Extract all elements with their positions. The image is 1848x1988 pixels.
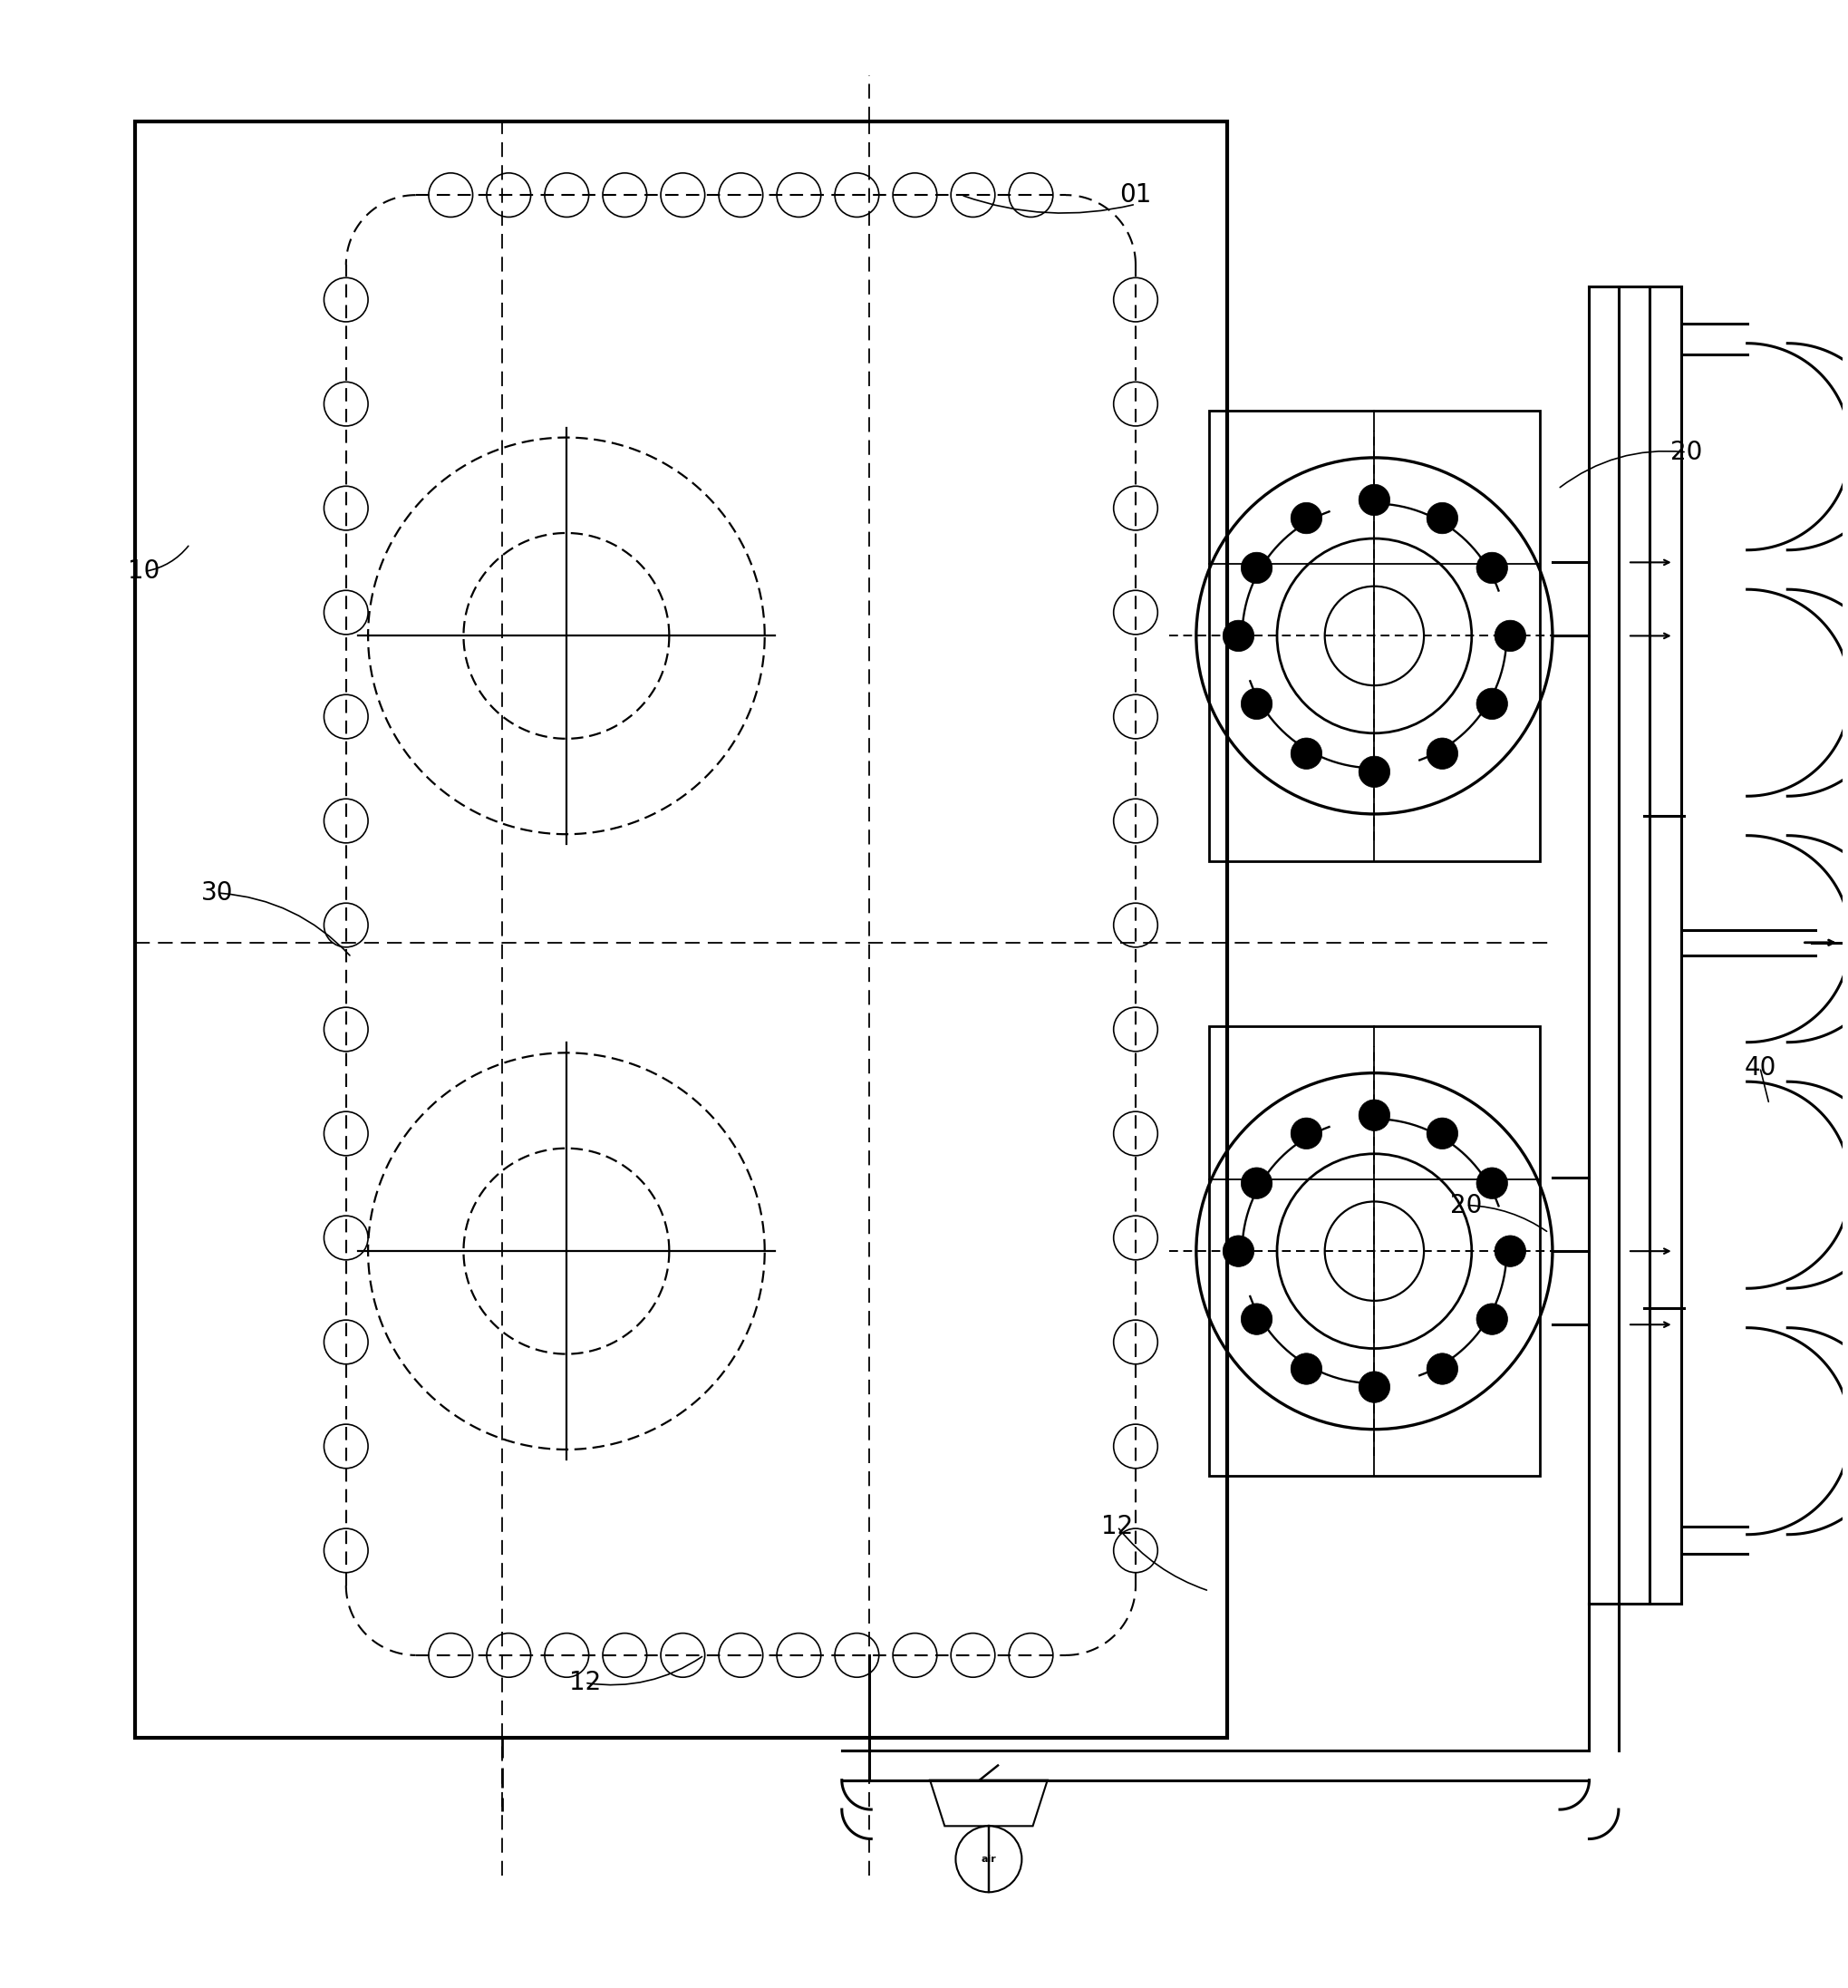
Circle shape [1222, 620, 1253, 652]
Circle shape [1493, 1235, 1525, 1266]
Text: air: air [981, 1855, 996, 1863]
Bar [135, 121, 1227, 1738]
Circle shape [1427, 1354, 1458, 1384]
Bar [1209, 412, 1539, 861]
Circle shape [1358, 485, 1390, 515]
Text: 10: 10 [128, 559, 161, 584]
Circle shape [1427, 738, 1458, 769]
Circle shape [1427, 503, 1458, 533]
Circle shape [1358, 1372, 1390, 1404]
Circle shape [1240, 553, 1271, 584]
Text: 40: 40 [1743, 1056, 1776, 1079]
Bar [1209, 1026, 1539, 1477]
Circle shape [1222, 1235, 1253, 1266]
Text: 30: 30 [201, 881, 233, 907]
Circle shape [1290, 1117, 1321, 1149]
Circle shape [1290, 1354, 1321, 1384]
Circle shape [1358, 1099, 1390, 1131]
Circle shape [955, 1827, 1022, 1893]
Circle shape [1477, 1167, 1506, 1199]
Polygon shape [930, 1779, 1048, 1827]
Text: 20: 20 [1671, 439, 1702, 465]
Circle shape [1477, 688, 1506, 720]
Circle shape [1290, 738, 1321, 769]
Text: 12: 12 [569, 1670, 601, 1696]
Circle shape [1427, 1117, 1458, 1149]
Circle shape [1358, 755, 1390, 787]
Text: 12: 12 [1101, 1515, 1133, 1539]
Circle shape [1240, 1304, 1271, 1334]
Circle shape [1493, 620, 1525, 652]
Circle shape [1290, 503, 1321, 533]
Circle shape [1240, 1167, 1271, 1199]
Text: 20: 20 [1449, 1193, 1482, 1219]
Circle shape [1240, 688, 1271, 720]
Text: 01: 01 [1120, 183, 1151, 207]
Circle shape [1477, 1304, 1506, 1334]
Circle shape [1477, 553, 1506, 584]
